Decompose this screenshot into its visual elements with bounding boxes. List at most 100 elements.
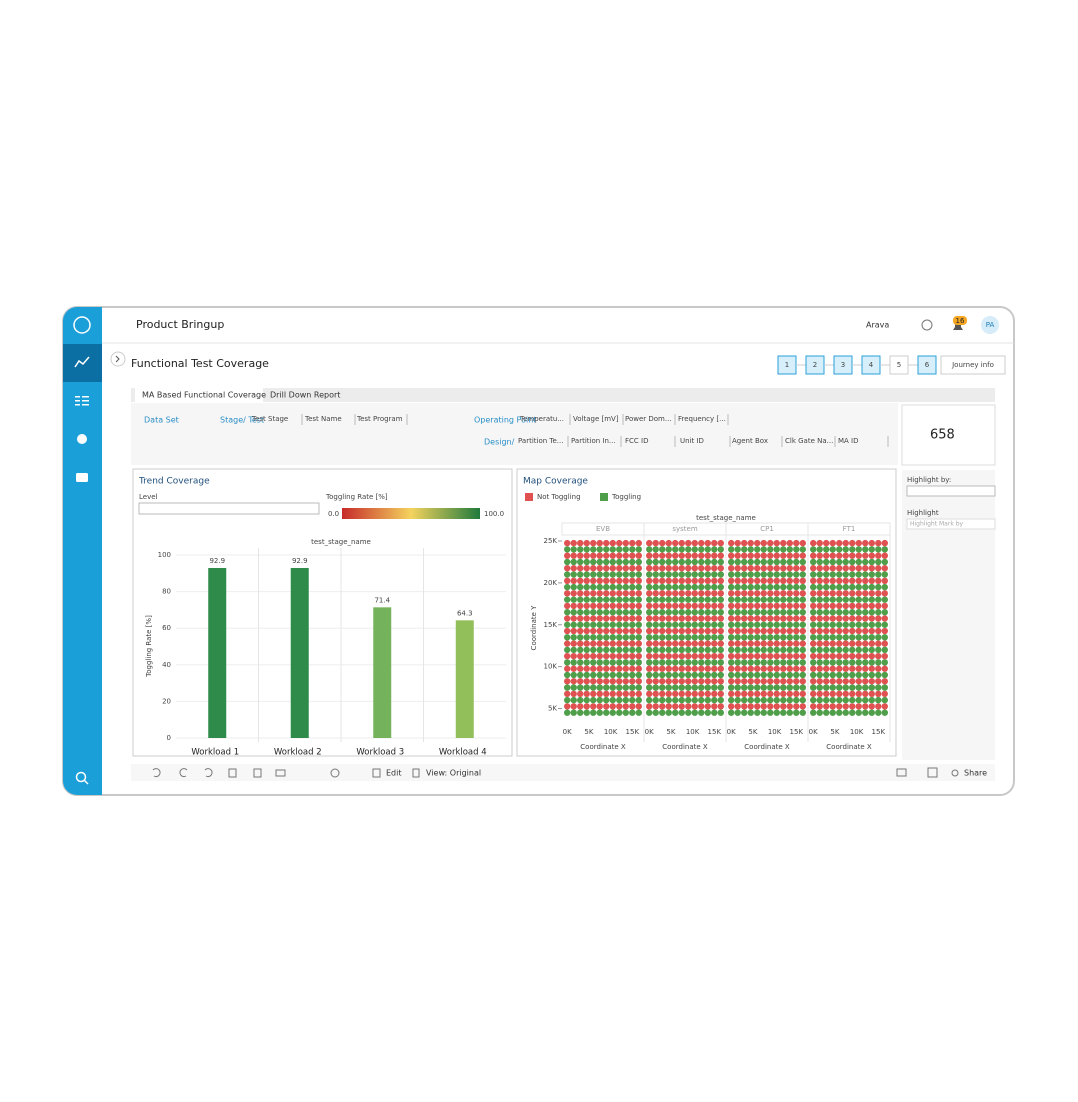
point [741, 596, 748, 603]
point [842, 539, 849, 547]
point [629, 640, 636, 647]
tab[interactable]: Drill Down Report [270, 391, 340, 400]
point [685, 690, 692, 698]
point [862, 646, 869, 654]
point [577, 583, 584, 591]
point [728, 583, 735, 591]
point [616, 646, 623, 654]
point [616, 709, 623, 716]
toolbar-button[interactable]: View: Original [426, 769, 481, 778]
point [823, 640, 830, 647]
point [875, 583, 882, 591]
toolbar-icons[interactable] [152, 767, 959, 778]
bar[interactable] [208, 567, 227, 738]
point [728, 546, 735, 553]
bar[interactable] [373, 607, 392, 738]
point [711, 621, 718, 628]
point [862, 590, 869, 597]
point [862, 602, 869, 610]
search-input[interactable] [906, 518, 996, 530]
point [652, 590, 659, 597]
point [849, 546, 856, 553]
nav-settings[interactable] [77, 434, 87, 444]
point [691, 709, 698, 716]
point [816, 539, 823, 547]
point [635, 583, 642, 591]
user-menu[interactable]: Arava [866, 321, 889, 330]
tab-active[interactable] [135, 388, 263, 402]
point [678, 596, 685, 603]
point [741, 646, 748, 654]
point [767, 552, 774, 559]
toolbar-button[interactable]: Edit [386, 769, 402, 778]
point [717, 590, 724, 597]
point [810, 565, 817, 572]
avatar[interactable] [981, 316, 999, 334]
point [849, 659, 856, 666]
nav-tools[interactable] [76, 473, 88, 482]
x-axis-label: Coordinate X [662, 743, 708, 751]
point [773, 709, 780, 716]
filter[interactable]: Partition In... [571, 437, 616, 445]
point [868, 627, 875, 635]
point [570, 571, 577, 578]
journey-button[interactable] [940, 355, 1006, 375]
x-tick-label: 10K [604, 728, 618, 736]
collapse-button[interactable] [110, 351, 126, 367]
point [704, 703, 711, 710]
point [734, 590, 741, 597]
point [734, 678, 741, 685]
point [698, 627, 705, 635]
logo[interactable] [73, 316, 91, 334]
step[interactable] [917, 355, 937, 375]
point [793, 659, 800, 666]
filter[interactable]: Temperatu... [519, 415, 564, 423]
nav-list[interactable] [75, 396, 89, 406]
point [747, 640, 754, 647]
filter[interactable]: MA ID [838, 437, 859, 445]
point [786, 665, 793, 672]
point [564, 590, 571, 597]
x-tick-label: 10K [686, 728, 700, 736]
filter[interactable]: Test Stage [251, 415, 288, 423]
point [577, 634, 584, 641]
point [881, 546, 888, 553]
filter[interactable]: Agent Box [732, 437, 768, 445]
filter[interactable]: Unit ID [680, 437, 704, 445]
point [786, 640, 793, 647]
filter[interactable]: Voltage [mV] [573, 415, 619, 423]
point [855, 678, 862, 685]
point [786, 571, 793, 578]
point [816, 577, 823, 585]
point [590, 590, 597, 597]
tab[interactable]: MA Based Functional Coverage [142, 391, 266, 400]
point [596, 546, 603, 553]
point [786, 558, 793, 566]
point [635, 565, 642, 572]
point [881, 678, 888, 685]
nav-trend[interactable] [74, 356, 90, 368]
help-icon[interactable] [921, 319, 933, 331]
filter[interactable]: Test Program [356, 415, 403, 423]
filter[interactable]: Partition Te... [518, 437, 563, 445]
point [570, 709, 577, 716]
filter[interactable]: Test Name [304, 415, 342, 423]
filter[interactable]: Power Dom... [625, 415, 672, 423]
point [717, 665, 724, 672]
bar[interactable] [290, 567, 309, 738]
point [629, 709, 636, 716]
point [672, 627, 679, 635]
point [829, 596, 836, 603]
toolbar-button[interactable]: Share [964, 769, 987, 778]
filter[interactable]: Clk Gate Na... [785, 437, 833, 445]
filter[interactable]: FCC ID [625, 437, 648, 445]
point [659, 609, 666, 616]
bar[interactable] [455, 620, 474, 738]
point [577, 558, 584, 566]
dropdown[interactable] [906, 485, 996, 497]
nav-search[interactable] [75, 771, 87, 783]
dropdown[interactable] [138, 502, 320, 515]
filter[interactable]: Frequency [... [678, 415, 726, 423]
point [881, 659, 888, 666]
point [711, 552, 718, 559]
